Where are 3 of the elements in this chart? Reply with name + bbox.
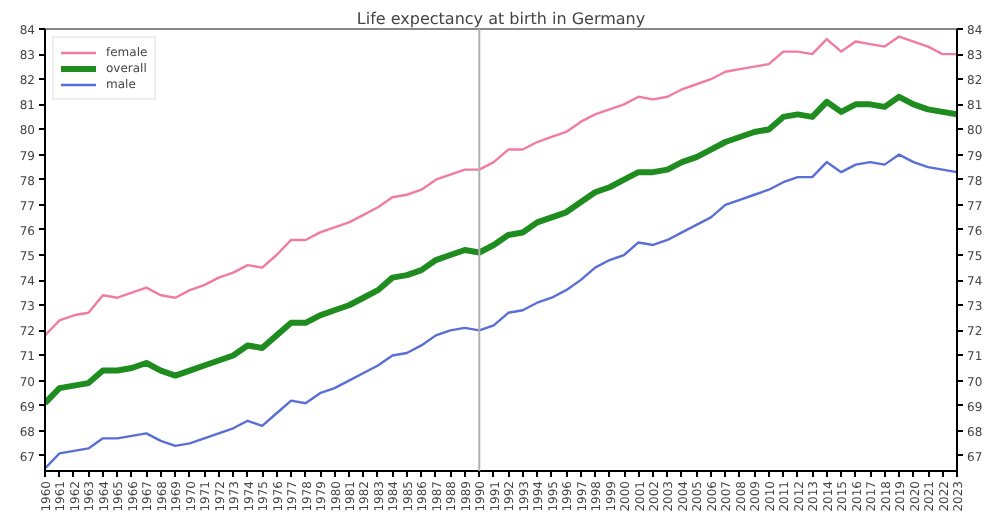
line-series xyxy=(45,93,957,407)
line-series xyxy=(45,35,957,337)
chart-title: Life expectancy at birth in Germany xyxy=(356,10,646,28)
